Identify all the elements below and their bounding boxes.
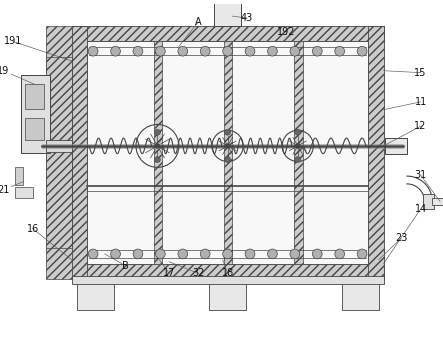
Bar bbox=[342, 279, 379, 311]
Bar bbox=[154, 42, 162, 264]
Text: 23: 23 bbox=[395, 233, 407, 243]
Circle shape bbox=[335, 46, 345, 56]
Circle shape bbox=[155, 157, 160, 163]
Text: A: A bbox=[195, 17, 202, 27]
Bar bbox=[423, 194, 434, 209]
Circle shape bbox=[200, 249, 210, 259]
Bar bbox=[368, 26, 384, 279]
Text: 15: 15 bbox=[414, 68, 427, 77]
Circle shape bbox=[335, 249, 345, 259]
Text: B: B bbox=[122, 261, 128, 270]
Bar bbox=[25, 118, 44, 140]
Circle shape bbox=[200, 46, 210, 56]
Circle shape bbox=[155, 46, 165, 56]
Circle shape bbox=[290, 46, 300, 56]
Text: 14: 14 bbox=[415, 204, 427, 214]
Bar bbox=[72, 26, 384, 42]
Circle shape bbox=[225, 129, 230, 135]
Circle shape bbox=[312, 46, 322, 56]
Text: 192: 192 bbox=[277, 27, 295, 37]
Bar bbox=[47, 26, 72, 57]
Text: 191: 191 bbox=[4, 36, 23, 46]
Bar bbox=[224, 42, 233, 264]
Bar bbox=[87, 42, 368, 264]
Circle shape bbox=[295, 129, 301, 135]
Bar bbox=[209, 279, 246, 311]
Bar bbox=[21, 75, 50, 153]
Circle shape bbox=[295, 143, 300, 148]
Circle shape bbox=[295, 157, 301, 163]
Circle shape bbox=[225, 157, 230, 163]
Circle shape bbox=[88, 46, 98, 56]
Circle shape bbox=[245, 249, 255, 259]
Circle shape bbox=[155, 249, 165, 259]
Bar bbox=[47, 248, 72, 279]
Text: 17: 17 bbox=[163, 268, 175, 279]
Text: 18: 18 bbox=[222, 268, 234, 279]
Circle shape bbox=[88, 249, 98, 259]
Circle shape bbox=[312, 249, 322, 259]
Text: 32: 32 bbox=[192, 268, 205, 279]
Bar bbox=[77, 279, 113, 311]
Circle shape bbox=[357, 46, 367, 56]
Circle shape bbox=[223, 46, 233, 56]
Circle shape bbox=[223, 249, 233, 259]
Text: 16: 16 bbox=[27, 224, 39, 233]
Circle shape bbox=[268, 46, 277, 56]
Circle shape bbox=[268, 249, 277, 259]
Text: 12: 12 bbox=[414, 121, 427, 131]
Bar bbox=[15, 187, 33, 198]
Text: 43: 43 bbox=[241, 13, 253, 23]
Text: 19: 19 bbox=[0, 66, 10, 76]
Text: 21: 21 bbox=[0, 185, 10, 195]
Circle shape bbox=[111, 249, 120, 259]
Circle shape bbox=[178, 249, 188, 259]
Bar bbox=[47, 55, 72, 250]
Circle shape bbox=[178, 46, 188, 56]
Circle shape bbox=[133, 46, 143, 56]
Circle shape bbox=[225, 143, 230, 148]
Bar bbox=[432, 198, 443, 205]
Text: 31: 31 bbox=[415, 170, 427, 180]
Circle shape bbox=[357, 249, 367, 259]
Text: 11: 11 bbox=[415, 97, 427, 107]
Circle shape bbox=[245, 46, 255, 56]
Circle shape bbox=[133, 249, 143, 259]
Bar bbox=[47, 140, 72, 152]
Circle shape bbox=[155, 129, 160, 135]
Circle shape bbox=[111, 46, 120, 56]
Bar bbox=[214, 0, 241, 26]
Bar bbox=[25, 84, 44, 109]
Bar bbox=[385, 138, 407, 154]
Bar bbox=[72, 26, 87, 279]
Bar bbox=[294, 42, 303, 264]
Bar bbox=[72, 276, 384, 284]
Circle shape bbox=[155, 143, 160, 148]
Circle shape bbox=[290, 249, 300, 259]
Bar bbox=[72, 264, 384, 279]
Bar bbox=[15, 167, 23, 185]
